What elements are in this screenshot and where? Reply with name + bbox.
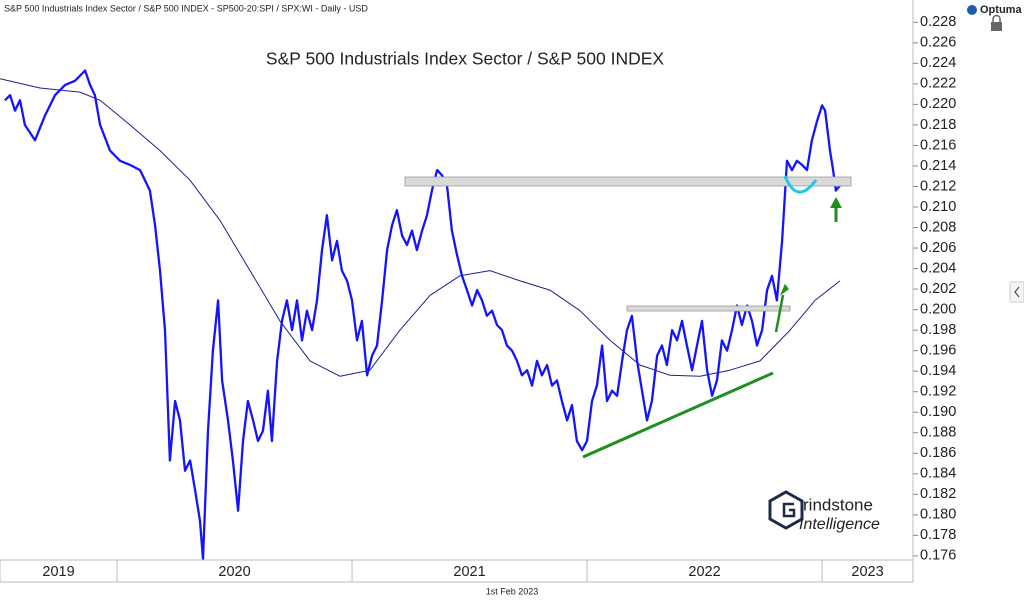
- y-tick-label: 0.210: [920, 199, 956, 215]
- resistance-band: [626, 305, 791, 312]
- y-tick-label: 0.194: [920, 363, 956, 379]
- y-tick-label: 0.182: [920, 486, 956, 502]
- y-tick-label: 0.192: [920, 384, 956, 400]
- chart-title: S&P 500 Industrials Index Sector / S&P 5…: [266, 49, 665, 69]
- y-tick-label: 0.186: [920, 445, 956, 461]
- y-tick-label: 0.178: [920, 527, 956, 543]
- logo-text: Intelligence: [799, 516, 880, 533]
- y-tick-label: 0.180: [920, 507, 956, 523]
- y-tick-label: 0.188: [920, 425, 956, 441]
- logo-text: rindstone: [803, 495, 873, 514]
- plot-area: [0, 69, 841, 561]
- lock-icon[interactable]: [991, 14, 1002, 31]
- axes: 0.176 0.178 0.180 0.182 0.184 0.186 0.188 0.190…: [42, 14, 956, 582]
- resistance-band: [404, 176, 852, 187]
- y-tick-label: 0.190: [920, 404, 956, 420]
- y-tick-label: 0.216: [920, 137, 956, 153]
- x-tick-label: 2019: [42, 564, 74, 580]
- y-tick-label: 0.206: [920, 240, 956, 256]
- x-tick-label: 2023: [851, 564, 883, 580]
- trend-line: [582, 371, 774, 459]
- logo: rindstone Intelligence: [768, 490, 880, 533]
- y-tick-label: 0.202: [920, 281, 956, 297]
- y-tick-label: 0.214: [920, 158, 956, 174]
- arrow: [830, 197, 842, 222]
- x-tick-label: 2022: [688, 564, 720, 580]
- y-tick-label: 0.204: [920, 260, 956, 276]
- brand-name: Optuma: [980, 4, 1022, 16]
- x-tick-label: 2021: [453, 564, 485, 580]
- y-tick-label: 0.224: [920, 55, 956, 71]
- x-axis-band: [0, 559, 914, 583]
- y-tick-label: 0.218: [920, 117, 956, 133]
- highlight-arc: [783, 175, 818, 194]
- y-tick-label: 0.226: [920, 35, 956, 51]
- y-tick-label: 0.176: [920, 548, 956, 564]
- y-tick-label: 0.220: [920, 96, 956, 112]
- y-tick-label: 0.200: [920, 301, 956, 317]
- y-tick-label: 0.198: [920, 322, 956, 338]
- y-tick-label: 0.184: [920, 466, 956, 482]
- chart-header: S&P 500 Industrials Index Sector / S&P 5…: [4, 3, 368, 13]
- y-tick-label: 0.196: [920, 342, 956, 358]
- y-tick-label: 0.208: [920, 219, 956, 235]
- arrow: [774, 283, 789, 333]
- y-axis-panel: [913, 0, 1024, 603]
- y-tick-label: 0.228: [920, 14, 956, 30]
- y-tick-label: 0.222: [920, 76, 956, 92]
- series-line: [4, 69, 841, 561]
- series-line: [0, 78, 841, 377]
- x-tick-label: 2020: [218, 564, 250, 580]
- brand: Optuma: [967, 4, 1022, 16]
- y-tick-label: 0.212: [920, 178, 956, 194]
- footer-date: 1st Feb 2023: [486, 586, 539, 596]
- collapse-button[interactable]: [1009, 281, 1024, 303]
